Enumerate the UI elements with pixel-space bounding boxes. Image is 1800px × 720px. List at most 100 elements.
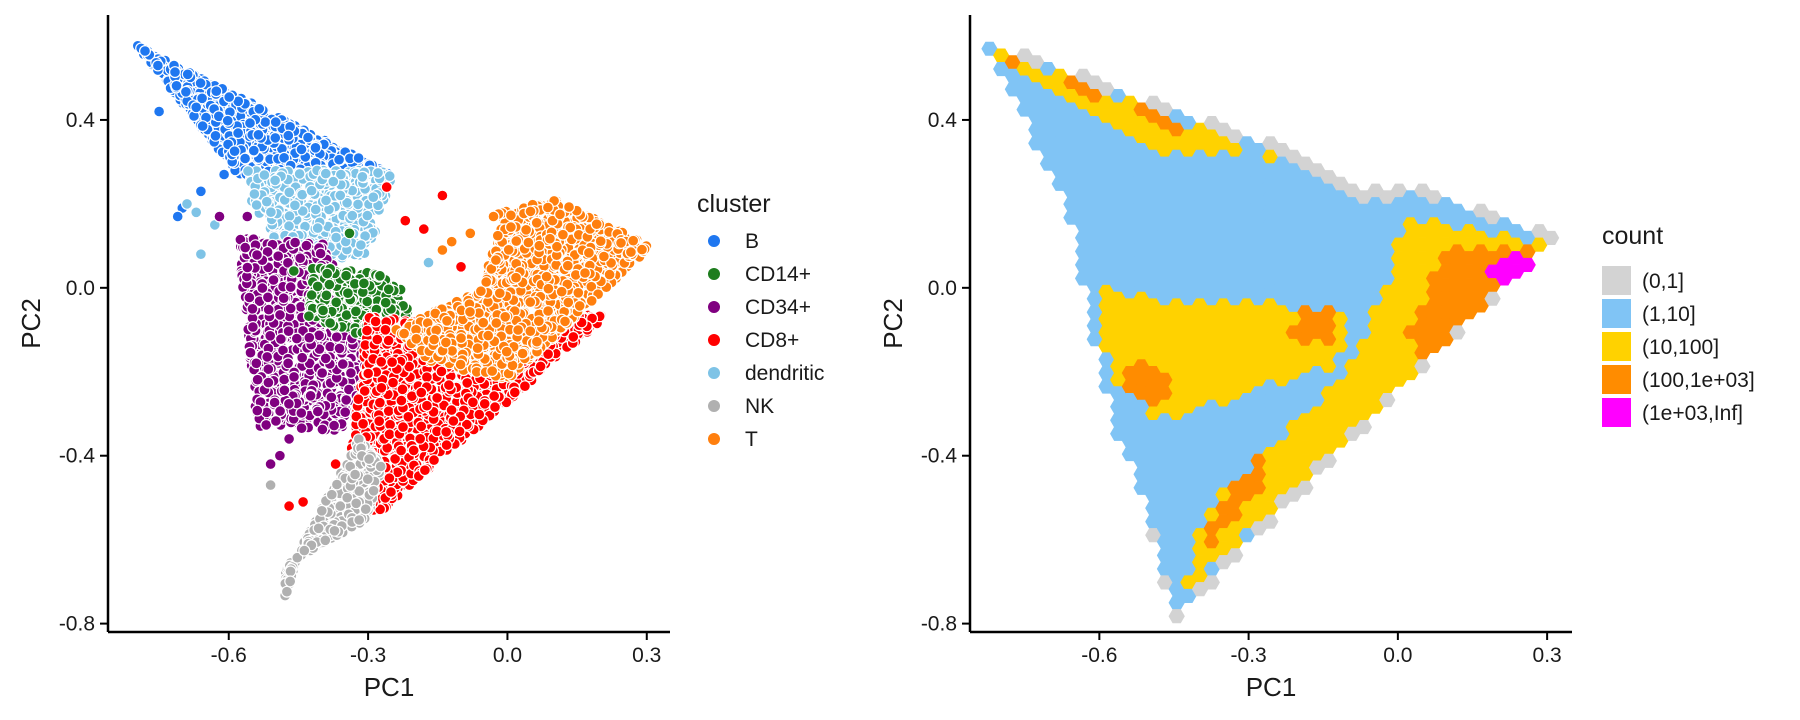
data-point [395,444,408,457]
data-point [488,390,501,403]
data-point [373,415,386,428]
data-point [309,141,322,154]
data-point [344,367,357,380]
data-point [260,195,273,208]
data-point [264,206,277,219]
x-tick-label: -0.6 [211,644,247,667]
data-point [151,59,164,72]
data-point [341,287,354,300]
data-point [210,85,223,98]
data-point [284,281,297,294]
data-point [447,415,460,428]
data-point [239,241,252,254]
y-tick-label: 0.0 [66,277,95,300]
data-point [248,188,261,201]
data-point [218,168,231,181]
data-point [349,305,362,318]
data-point [171,210,184,223]
data-point [251,404,264,417]
data-point [278,373,291,386]
data-point [169,66,182,79]
data-point [258,169,271,182]
data-point [311,222,324,235]
data-point [294,252,307,265]
y-tick-label: 0.4 [66,109,96,132]
data-point [283,210,296,223]
data-point [414,432,427,445]
data-point [274,333,287,346]
data-point [283,432,296,445]
data-point [382,334,395,347]
data-point [262,303,275,316]
data-point [478,397,491,410]
data-point [282,397,295,410]
data-point [319,352,332,365]
data-point [399,214,412,227]
data-point [302,131,315,144]
data-point [354,239,367,252]
data-point [369,315,382,328]
data-point [251,249,264,262]
data-point [246,321,259,334]
data-point [466,396,479,409]
data-point [379,296,392,309]
data-point [375,355,388,368]
data-point [317,304,330,317]
data-point [282,357,295,370]
data-point [383,472,396,485]
data-point [442,379,455,392]
data-point [415,386,428,399]
data-point [373,396,386,409]
data-point [395,394,408,407]
data-point [272,250,285,263]
data-point [295,143,308,156]
data-point [340,269,353,282]
data-point [179,85,192,98]
data-point [190,206,203,219]
data-point [277,292,290,305]
y-tick-label: -0.8 [59,613,95,636]
data-point [340,393,353,406]
data-point [278,151,291,164]
data-point [323,278,336,291]
data-point [261,291,274,304]
data-point [372,166,385,179]
data-point [221,114,234,127]
data-point [489,401,502,414]
series-t [390,194,653,384]
data-point [387,376,400,389]
data-point [316,367,329,380]
data-point [305,184,318,197]
data-point [417,223,430,236]
data-point [339,406,352,419]
data-point [382,405,395,418]
data-point [313,329,326,342]
data-point [375,381,388,394]
data-point [253,102,266,115]
data-point [453,425,466,438]
data-point [418,464,431,477]
data-point [440,425,453,438]
data-point [386,356,399,369]
data-point [407,444,420,457]
data-point [262,376,275,389]
data-point [352,198,365,211]
data-point [232,127,245,140]
data-point [330,231,343,244]
data-point [290,332,303,345]
data-point [293,167,306,180]
scatter-points [131,39,653,602]
data-point [309,203,322,216]
data-point [273,449,286,462]
y-tick-label: -0.4 [59,445,96,468]
data-point [153,105,166,118]
data-point [319,167,332,180]
data-point [402,410,415,423]
data-point [196,92,209,105]
data-point [357,277,370,290]
data-point [196,120,209,133]
data-point [346,209,359,222]
data-point [223,91,236,104]
data-point [289,236,302,249]
